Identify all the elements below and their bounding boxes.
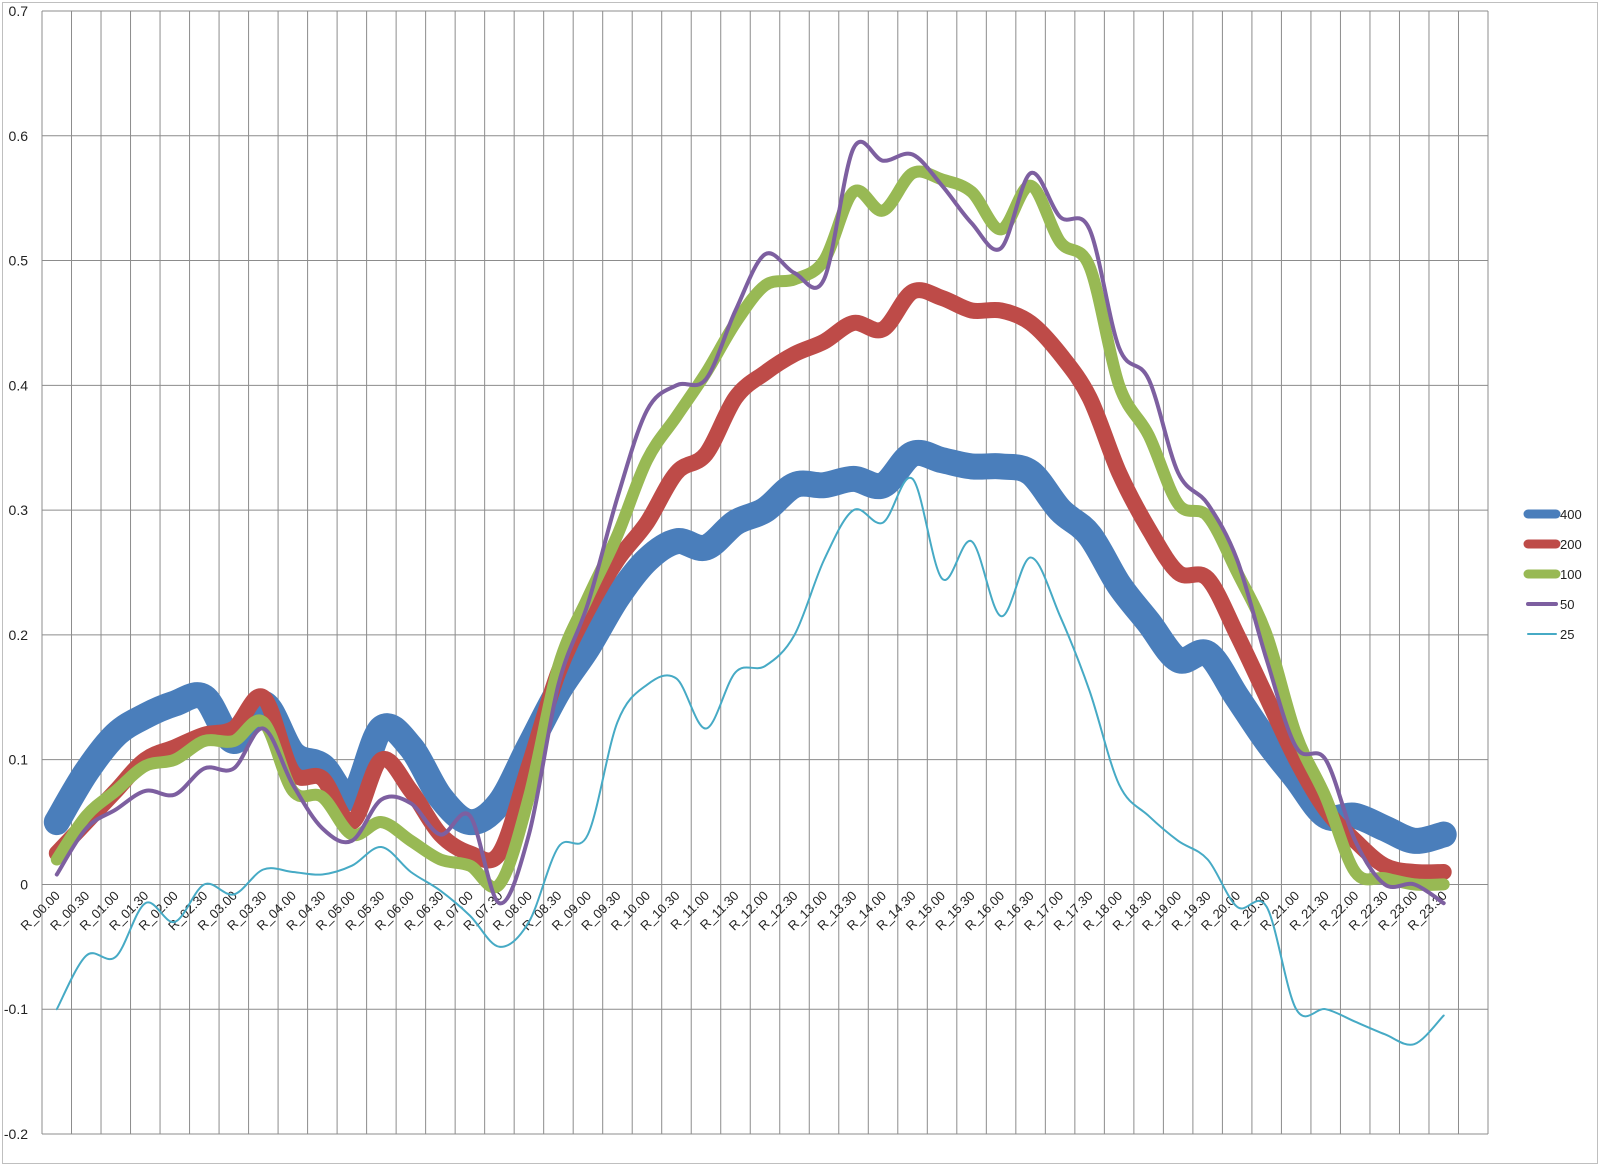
y-tick-label: 0.1: [9, 752, 29, 768]
y-tick-label: -0.1: [4, 1001, 28, 1017]
series-line-25: [55, 476, 1445, 1046]
y-tick-label: 0.7: [9, 3, 29, 19]
series-line-50: [54, 139, 1446, 906]
legend-label-50: 50: [1560, 597, 1574, 612]
legend-label-25: 25: [1560, 627, 1574, 642]
series-line-200: [48, 282, 1452, 881]
y-tick-label: 0: [20, 876, 28, 892]
y-tick-label: 0.6: [9, 128, 29, 144]
y-tick-label: 0.5: [9, 253, 29, 269]
y-tick-label: 0.2: [9, 627, 29, 643]
legend-label-200: 200: [1560, 537, 1582, 552]
legend-label-100: 100: [1560, 567, 1582, 582]
y-tick-label: 0.4: [9, 377, 29, 393]
legend-label-400: 400: [1560, 507, 1582, 522]
y-axis: -0.2 -0.1 0 0.1 0.2 0.3 0.4 0.5 0.6 0.7: [4, 3, 28, 1142]
y-tick-label: -0.2: [4, 1126, 28, 1142]
series-line-100: [50, 165, 1450, 894]
legend: 400 200 100 50 25: [1523, 507, 1582, 642]
gridlines: [41, 10, 1489, 1135]
y-tick-label: 0.3: [9, 502, 29, 518]
series-lines: [43, 139, 1457, 1046]
